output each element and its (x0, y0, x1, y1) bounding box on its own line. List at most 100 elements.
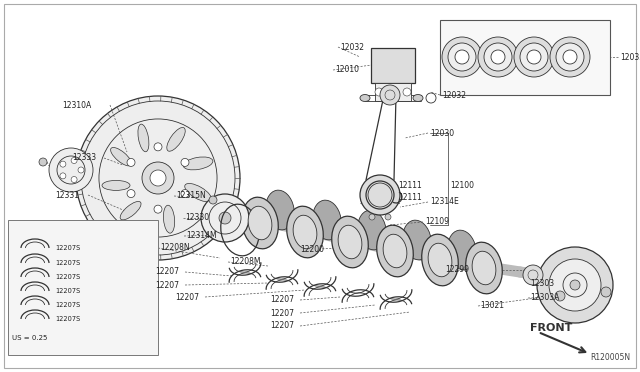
Circle shape (484, 43, 512, 71)
Circle shape (491, 50, 505, 64)
Circle shape (76, 96, 240, 260)
Text: 12100: 12100 (450, 180, 474, 189)
Circle shape (563, 50, 577, 64)
Circle shape (150, 170, 166, 186)
Ellipse shape (167, 128, 185, 151)
Circle shape (71, 157, 77, 163)
Text: 12207S: 12207S (55, 260, 80, 266)
Circle shape (537, 247, 613, 323)
Ellipse shape (248, 206, 272, 240)
Text: 12207S: 12207S (55, 302, 80, 308)
Circle shape (209, 196, 217, 204)
Circle shape (369, 214, 375, 220)
Text: 12207: 12207 (270, 321, 294, 330)
Text: 12314M: 12314M (186, 231, 216, 241)
Text: 12032: 12032 (340, 42, 364, 51)
Circle shape (127, 158, 135, 166)
Text: 12010: 12010 (335, 65, 359, 74)
Ellipse shape (120, 202, 141, 220)
Text: 12200: 12200 (300, 246, 324, 254)
Text: R120005N: R120005N (590, 353, 630, 362)
Ellipse shape (332, 216, 368, 268)
Circle shape (201, 194, 249, 242)
Circle shape (514, 37, 554, 77)
Text: 12207S: 12207S (55, 316, 80, 322)
Circle shape (71, 176, 77, 183)
Ellipse shape (185, 183, 211, 202)
Ellipse shape (313, 200, 341, 240)
Ellipse shape (413, 94, 423, 102)
Bar (375, 83, 411, 101)
Text: 12207S: 12207S (55, 274, 80, 280)
Text: 12207: 12207 (270, 308, 294, 317)
Circle shape (556, 43, 584, 71)
Ellipse shape (293, 215, 317, 249)
Text: 12314E: 12314E (430, 198, 459, 206)
Circle shape (385, 214, 391, 220)
Circle shape (520, 43, 548, 71)
Ellipse shape (358, 210, 386, 250)
Bar (8, 220, 158, 355)
Text: 12207S: 12207S (55, 288, 80, 294)
Ellipse shape (287, 206, 323, 258)
Circle shape (127, 190, 135, 198)
Text: 12303A: 12303A (530, 294, 559, 302)
Text: 12303: 12303 (530, 279, 554, 288)
Text: 12033: 12033 (620, 52, 640, 61)
Circle shape (49, 148, 93, 192)
Ellipse shape (102, 180, 130, 190)
Circle shape (570, 280, 580, 290)
Circle shape (219, 212, 231, 224)
Text: 12207: 12207 (175, 292, 199, 301)
Ellipse shape (183, 157, 213, 170)
Ellipse shape (472, 251, 496, 285)
Circle shape (403, 88, 411, 96)
Circle shape (375, 88, 383, 96)
Text: 12315N: 12315N (176, 192, 205, 201)
Circle shape (78, 167, 84, 173)
Text: 12330: 12330 (185, 214, 209, 222)
Circle shape (601, 287, 611, 297)
Circle shape (60, 161, 66, 167)
Circle shape (550, 37, 590, 77)
Text: 12207S: 12207S (55, 245, 80, 251)
Text: US = 0.25: US = 0.25 (12, 335, 47, 341)
Circle shape (360, 175, 400, 215)
Text: 12208N: 12208N (160, 244, 189, 253)
Ellipse shape (163, 205, 175, 233)
Bar (371, 48, 415, 83)
Text: 12207: 12207 (155, 267, 179, 276)
Bar (440, 20, 610, 95)
Ellipse shape (422, 234, 458, 286)
Circle shape (523, 265, 543, 285)
Ellipse shape (338, 225, 362, 259)
Text: FRONT: FRONT (530, 323, 572, 333)
Ellipse shape (242, 197, 278, 249)
Ellipse shape (111, 147, 132, 166)
Ellipse shape (448, 230, 476, 270)
Circle shape (442, 37, 482, 77)
Text: 12299: 12299 (445, 266, 469, 275)
Circle shape (549, 259, 601, 311)
Circle shape (181, 190, 189, 198)
Circle shape (39, 158, 47, 166)
Text: 12111: 12111 (398, 192, 422, 202)
Text: 12310A: 12310A (62, 100, 92, 109)
Text: 12032: 12032 (442, 90, 466, 99)
Ellipse shape (138, 124, 149, 152)
Ellipse shape (377, 225, 413, 277)
Text: 12207: 12207 (270, 295, 294, 305)
Circle shape (555, 291, 565, 301)
Ellipse shape (428, 243, 452, 277)
Circle shape (142, 162, 174, 194)
Circle shape (455, 50, 469, 64)
Ellipse shape (466, 242, 502, 294)
Circle shape (60, 173, 66, 179)
Text: 13021: 13021 (480, 301, 504, 311)
Text: 12208M: 12208M (230, 257, 260, 266)
Circle shape (181, 158, 189, 166)
Circle shape (527, 50, 541, 64)
Circle shape (154, 205, 162, 213)
Ellipse shape (360, 94, 370, 102)
Circle shape (380, 85, 400, 105)
